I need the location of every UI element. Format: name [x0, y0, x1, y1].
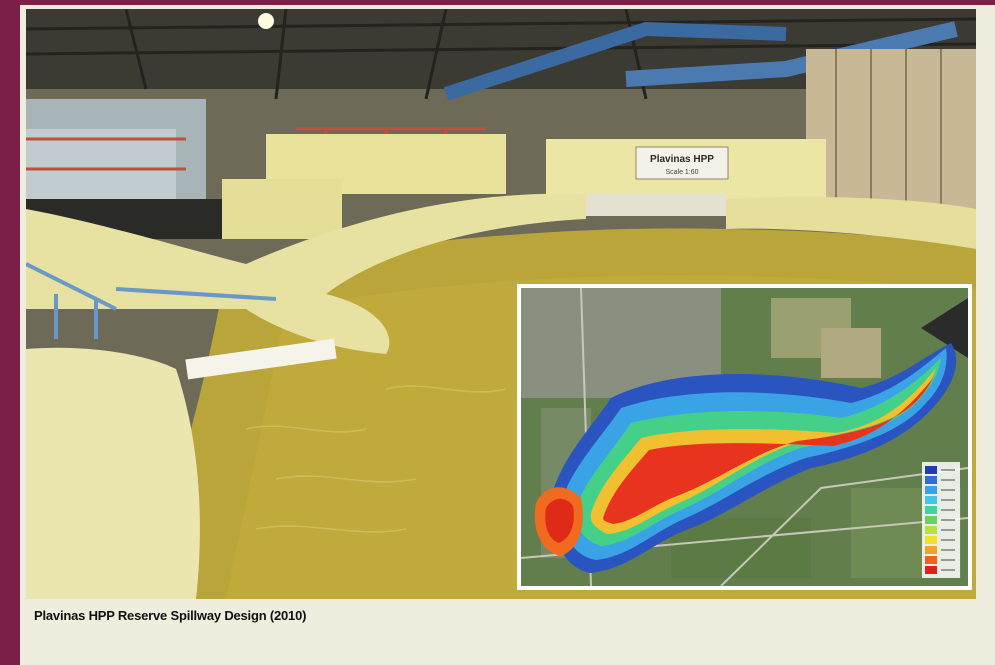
satellite-flow-map [521, 288, 968, 586]
legend-swatch [925, 475, 957, 484]
velocity-legend [922, 462, 960, 578]
legend-swatch [925, 465, 957, 474]
legend-swatch [925, 545, 957, 554]
legend-swatch [925, 535, 957, 544]
figure-card: Plavinas HPP Scale 1:60 [20, 5, 995, 665]
legend-swatch [925, 525, 957, 534]
legend-swatch [925, 485, 957, 494]
legend-swatch [925, 515, 957, 524]
legend-swatch [925, 565, 957, 574]
flow-velocity-map-inset [517, 284, 972, 590]
legend-swatch [925, 495, 957, 504]
hydraulic-model-photo: Plavinas HPP Scale 1:60 [26, 9, 976, 599]
legend-swatch [925, 555, 957, 564]
legend-swatch [925, 505, 957, 514]
model-sign-line1: Plavinas HPP [650, 154, 714, 165]
figure-caption: Plavinas HPP Reserve Spillway Design (20… [34, 608, 307, 623]
model-sign-line2: Scale 1:60 [665, 169, 698, 176]
